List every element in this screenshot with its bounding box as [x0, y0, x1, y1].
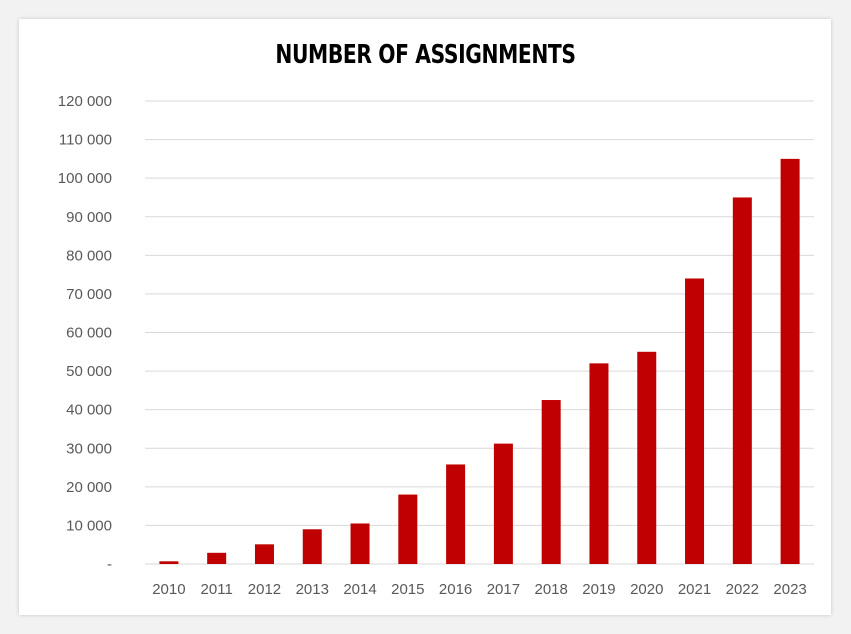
y-tick-label: 90 000	[66, 209, 112, 226]
x-tick-label: 2017	[487, 581, 520, 598]
y-tick-label: 70 000	[66, 286, 112, 303]
bar-2014	[350, 523, 370, 564]
x-tick-label: 2023	[773, 581, 806, 598]
bar-2016	[446, 464, 466, 564]
bar-2022	[732, 197, 752, 565]
x-tick-label: 2016	[439, 581, 472, 598]
bar-2020	[637, 351, 657, 564]
bar-2012	[254, 544, 274, 564]
y-tick-label: 20 000	[66, 479, 112, 496]
y-tick-label: 120 000	[58, 93, 112, 110]
bar-2013	[302, 529, 322, 564]
bar-2017	[493, 443, 513, 564]
chart-title: NUMBER OF ASSIGNMENTS	[275, 40, 576, 70]
y-tick-label: 10 000	[66, 517, 112, 534]
x-axis: 2010 2011 2012 2013 2014 2015 2016 2017 2018 2019…	[152, 581, 807, 598]
x-tick-label: 2015	[391, 581, 424, 598]
x-tick-label: 2018	[534, 581, 567, 598]
bar-2018	[541, 400, 561, 564]
y-tick-label: 50 000	[66, 363, 112, 380]
bar-2015	[398, 494, 418, 564]
bar-2011	[207, 552, 227, 564]
x-tick-label: 2020	[630, 581, 663, 598]
x-tick-label: 2019	[582, 581, 615, 598]
y-tick-label: 40 000	[66, 402, 112, 419]
y-tick-label: 80 000	[66, 247, 112, 264]
bar-2019	[589, 363, 609, 564]
x-tick-label: 2014	[343, 581, 376, 598]
y-tick-label: 100 000	[58, 170, 112, 187]
y-tick-label: -	[107, 556, 112, 573]
x-tick-label: 2011	[201, 581, 233, 598]
bars	[159, 158, 800, 565]
bar-2023	[780, 158, 800, 564]
x-tick-label: 2022	[726, 581, 759, 598]
y-axis: - 10 000 20 000 30 000 40 000 50 000 60 000 70 …	[58, 93, 112, 573]
y-tick-label: 110 000	[59, 132, 112, 149]
x-tick-label: 2010	[152, 581, 185, 598]
y-tick-label: 60 000	[66, 325, 112, 342]
y-tick-label: 30 000	[66, 440, 112, 457]
bar-2010	[159, 561, 179, 564]
gridlines	[145, 100, 814, 565]
x-tick-label: 2012	[248, 581, 281, 598]
bar-2021	[685, 278, 705, 564]
x-tick-label: 2021	[678, 581, 711, 598]
x-tick-label: 2013	[296, 581, 329, 598]
